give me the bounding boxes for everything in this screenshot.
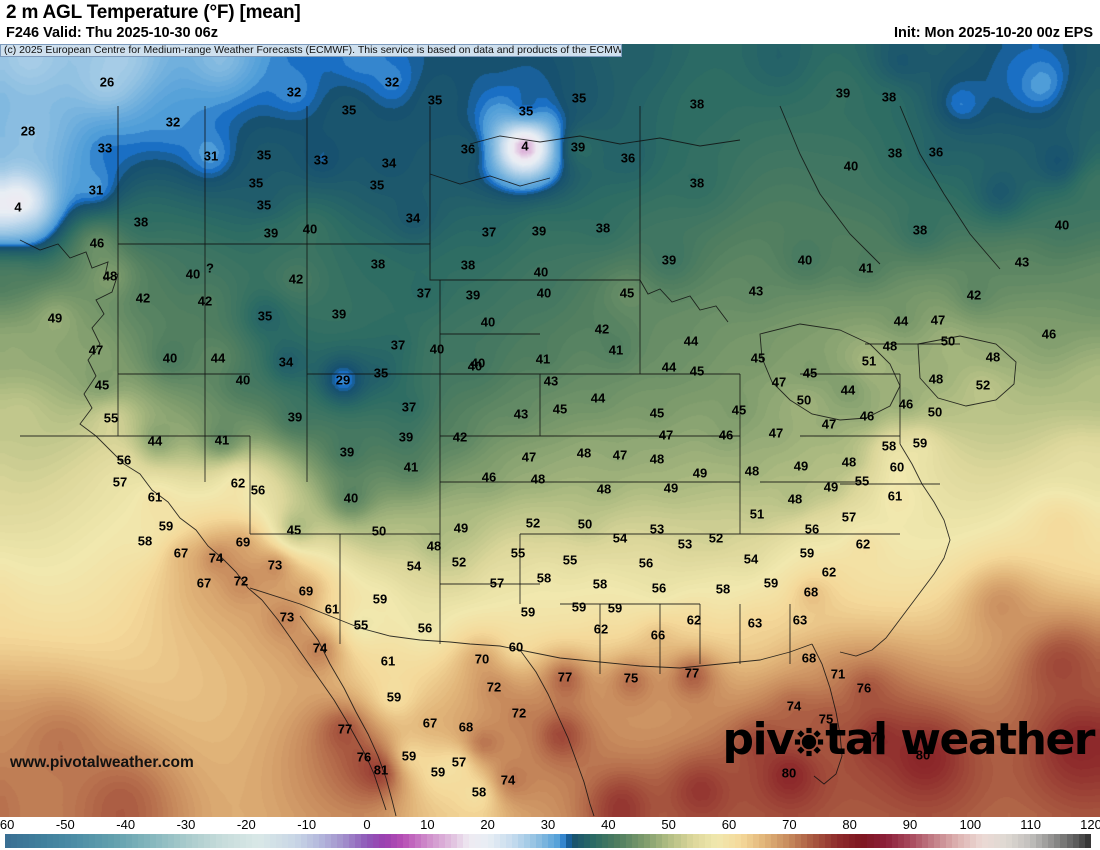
sun-gear-icon <box>794 727 824 757</box>
colorbar-tick: 30 <box>540 817 556 832</box>
temperature-field-raster <box>0 44 1100 817</box>
copyright-notice: (c) 2025 European Centre for Medium-rang… <box>0 44 622 57</box>
colorbar-tick: 20 <box>480 817 495 832</box>
colorbar-tick: -20 <box>236 817 256 832</box>
pivotal-weather-logo[interactable]: piv tal weather <box>722 714 1096 765</box>
colorbar-tick: 10 <box>420 817 435 832</box>
colorbar-tick-labels: -60 -50 -40 -30 -20 -10 0 10 20 30 40 50 60 70 80 90 100… <box>0 817 1100 833</box>
temperature-map[interactable]: 26 32 32 35 35 35 38 39 38 28 32 35 33 31 35 33 34 36 4 39 3… <box>0 44 1100 817</box>
colorbar-tick: 70 <box>782 817 797 832</box>
political-borders-overlay <box>19 105 1017 817</box>
logo-text-part1: piv <box>722 714 795 765</box>
colorbar-tick: -50 <box>55 817 75 832</box>
page-title: 2 m AGL Temperature (°F) [mean] <box>6 2 301 23</box>
colorbar-tick: 60 <box>721 817 737 832</box>
colorbar-gradient <box>5 834 1091 848</box>
colorbar-tick: 100 <box>959 817 982 832</box>
colorbar-tick: 110 <box>1020 817 1042 832</box>
colorbar-tick: -30 <box>176 817 196 832</box>
colorbar-tick: -60 <box>0 817 15 832</box>
map-header: 2 m AGL Temperature (°F) [mean] F246 Val… <box>0 0 1100 44</box>
colorbar-tick: -10 <box>297 817 317 832</box>
website-url[interactable]: www.pivotalweather.com <box>10 754 194 771</box>
colorbar: -60 -50 -40 -30 -20 -10 0 10 20 30 40 50 60 70 80 90 100… <box>0 817 1100 850</box>
init-time-label: Init: Mon 2025-10-20 00z EPS <box>893 25 1093 41</box>
colorbar-tick: 50 <box>661 817 676 832</box>
colorbar-tick: 90 <box>902 817 918 832</box>
colorbar-tick: 80 <box>842 817 857 832</box>
colorbar-tick: 120 <box>1080 817 1100 832</box>
colorbar-tick: 40 <box>601 817 616 832</box>
valid-time-label: F246 Valid: Thu 2025-10-30 06z <box>6 25 218 41</box>
logo-text-part2: tal weather <box>825 714 1095 765</box>
colorbar-tick: -40 <box>116 817 136 832</box>
colorbar-tick: 0 <box>363 817 371 832</box>
